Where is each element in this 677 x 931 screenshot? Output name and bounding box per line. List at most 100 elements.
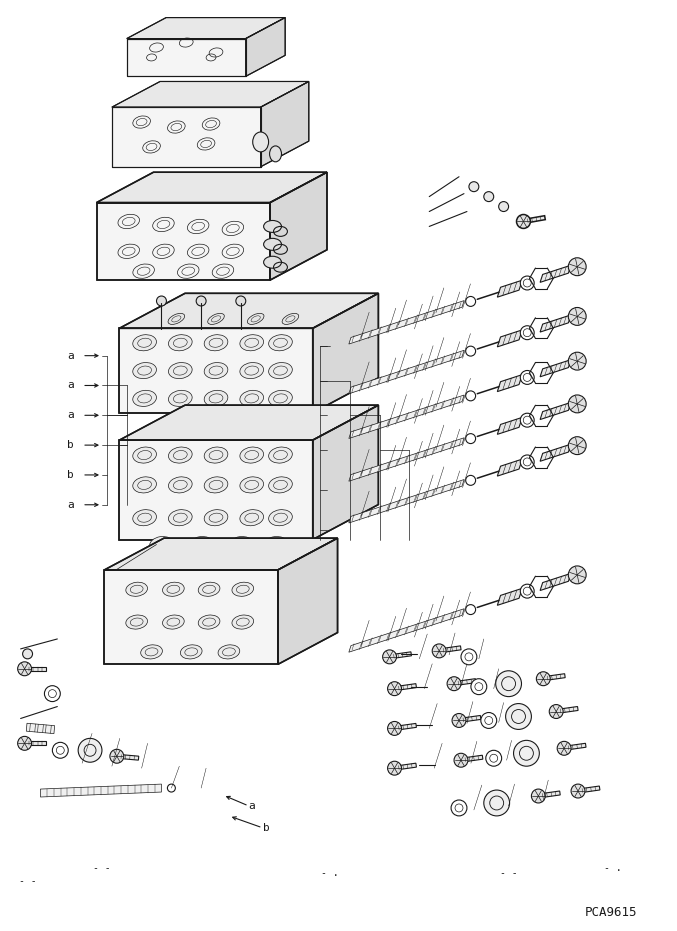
- Ellipse shape: [133, 334, 156, 351]
- Polygon shape: [540, 402, 571, 420]
- Circle shape: [521, 326, 534, 340]
- Ellipse shape: [263, 221, 282, 233]
- Ellipse shape: [204, 509, 228, 526]
- Ellipse shape: [133, 390, 156, 407]
- Ellipse shape: [218, 645, 240, 659]
- Text: a: a: [68, 500, 74, 510]
- Circle shape: [496, 670, 521, 696]
- Ellipse shape: [150, 536, 173, 553]
- Polygon shape: [97, 172, 327, 203]
- Ellipse shape: [204, 334, 228, 351]
- Ellipse shape: [240, 477, 263, 492]
- Ellipse shape: [169, 509, 192, 526]
- Ellipse shape: [133, 477, 156, 492]
- Polygon shape: [498, 280, 522, 297]
- Circle shape: [461, 649, 477, 665]
- Polygon shape: [246, 18, 285, 76]
- Polygon shape: [439, 646, 461, 653]
- Circle shape: [521, 371, 534, 385]
- Polygon shape: [24, 741, 47, 746]
- Text: b: b: [68, 470, 74, 480]
- Polygon shape: [349, 609, 464, 653]
- Polygon shape: [577, 786, 600, 793]
- Ellipse shape: [141, 645, 162, 659]
- Circle shape: [571, 784, 585, 798]
- Ellipse shape: [263, 536, 287, 553]
- Polygon shape: [116, 754, 139, 760]
- Text: b: b: [68, 440, 74, 450]
- Ellipse shape: [269, 146, 282, 162]
- Circle shape: [388, 681, 401, 695]
- Ellipse shape: [198, 615, 220, 629]
- Circle shape: [484, 192, 494, 202]
- Ellipse shape: [169, 390, 192, 407]
- Polygon shape: [540, 444, 571, 461]
- Circle shape: [22, 649, 32, 659]
- Circle shape: [486, 750, 502, 766]
- Text: - .: - .: [322, 868, 339, 878]
- Polygon shape: [119, 293, 378, 329]
- Polygon shape: [498, 459, 522, 476]
- Ellipse shape: [282, 314, 299, 324]
- Circle shape: [466, 391, 476, 401]
- Text: - -: - -: [93, 863, 111, 872]
- Circle shape: [549, 705, 563, 719]
- Ellipse shape: [269, 334, 292, 351]
- Circle shape: [452, 713, 466, 727]
- Ellipse shape: [208, 314, 224, 324]
- Circle shape: [388, 762, 401, 776]
- Circle shape: [196, 296, 206, 306]
- Polygon shape: [349, 350, 464, 394]
- Circle shape: [454, 753, 468, 767]
- Ellipse shape: [240, 447, 263, 463]
- Circle shape: [568, 395, 586, 412]
- Ellipse shape: [133, 362, 156, 379]
- Polygon shape: [349, 395, 464, 439]
- Circle shape: [451, 800, 467, 816]
- Circle shape: [557, 741, 571, 755]
- Polygon shape: [540, 573, 571, 590]
- Circle shape: [466, 346, 476, 356]
- Polygon shape: [313, 405, 378, 540]
- Ellipse shape: [240, 509, 263, 526]
- Text: a: a: [68, 381, 74, 390]
- Circle shape: [388, 722, 401, 735]
- Polygon shape: [543, 674, 565, 681]
- Ellipse shape: [133, 509, 156, 526]
- Polygon shape: [127, 38, 246, 76]
- Polygon shape: [104, 570, 278, 665]
- Circle shape: [521, 413, 534, 427]
- Polygon shape: [278, 538, 338, 665]
- Circle shape: [466, 296, 476, 306]
- Circle shape: [383, 650, 397, 664]
- Ellipse shape: [126, 582, 148, 597]
- Ellipse shape: [133, 447, 156, 463]
- Ellipse shape: [269, 362, 292, 379]
- Ellipse shape: [269, 477, 292, 492]
- Circle shape: [531, 789, 545, 803]
- Ellipse shape: [168, 314, 185, 324]
- Circle shape: [466, 476, 476, 485]
- Polygon shape: [261, 82, 309, 167]
- Ellipse shape: [204, 390, 228, 407]
- Polygon shape: [538, 791, 561, 798]
- Circle shape: [517, 214, 530, 228]
- Circle shape: [110, 749, 124, 763]
- Ellipse shape: [169, 447, 192, 463]
- Text: - -: - -: [19, 875, 37, 885]
- Polygon shape: [564, 743, 586, 750]
- Circle shape: [471, 679, 487, 695]
- Polygon shape: [461, 755, 483, 762]
- Polygon shape: [112, 82, 309, 107]
- Ellipse shape: [190, 536, 213, 553]
- Polygon shape: [556, 707, 578, 713]
- Circle shape: [484, 790, 510, 816]
- Circle shape: [469, 182, 479, 192]
- Polygon shape: [112, 107, 261, 167]
- Circle shape: [481, 712, 497, 728]
- Circle shape: [156, 296, 167, 306]
- Text: PCA9615: PCA9615: [585, 906, 638, 919]
- Circle shape: [514, 740, 540, 766]
- Ellipse shape: [253, 132, 269, 152]
- Circle shape: [568, 307, 586, 325]
